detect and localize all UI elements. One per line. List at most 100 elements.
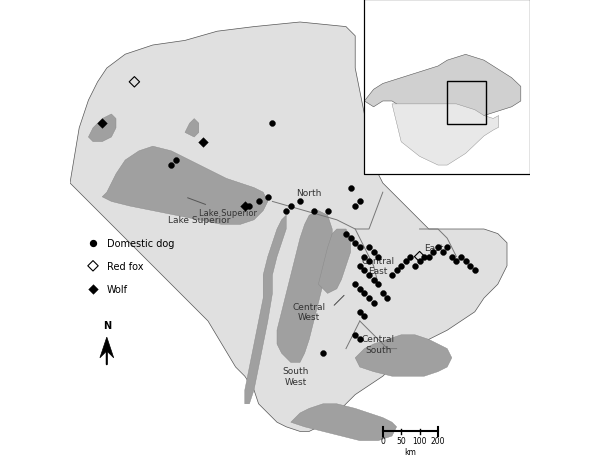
Text: 0: 0 bbox=[380, 436, 385, 445]
Point bbox=[387, 272, 397, 279]
Text: Domestic dog: Domestic dog bbox=[107, 238, 174, 248]
Point bbox=[415, 253, 424, 261]
Point bbox=[438, 249, 448, 256]
Point bbox=[350, 281, 360, 288]
Point bbox=[318, 350, 328, 357]
Point bbox=[166, 162, 176, 169]
Polygon shape bbox=[291, 404, 397, 441]
Text: Wolf: Wolf bbox=[107, 284, 128, 294]
Text: Central
East: Central East bbox=[362, 257, 395, 276]
Point bbox=[341, 230, 351, 238]
Point bbox=[97, 120, 107, 128]
Point bbox=[240, 203, 250, 210]
Point bbox=[397, 263, 406, 270]
Point bbox=[350, 203, 360, 210]
Point bbox=[350, 331, 360, 339]
Text: 50: 50 bbox=[397, 436, 406, 445]
Polygon shape bbox=[392, 105, 499, 166]
Point bbox=[456, 253, 466, 261]
Polygon shape bbox=[100, 337, 114, 358]
Point bbox=[130, 79, 139, 86]
Point bbox=[442, 244, 452, 252]
Bar bbox=[364, 0, 530, 174]
Text: Central
West: Central West bbox=[293, 302, 326, 322]
Point bbox=[88, 240, 98, 247]
Point bbox=[323, 207, 332, 215]
Point bbox=[268, 120, 277, 128]
Point bbox=[369, 249, 379, 256]
Polygon shape bbox=[364, 55, 521, 119]
Point bbox=[346, 185, 355, 192]
Point bbox=[359, 267, 369, 274]
Point bbox=[350, 240, 360, 247]
Polygon shape bbox=[102, 147, 268, 225]
Point bbox=[88, 263, 98, 270]
Point bbox=[452, 258, 461, 265]
Text: N: N bbox=[103, 320, 111, 330]
Point bbox=[364, 295, 374, 302]
Point bbox=[410, 263, 420, 270]
Point bbox=[245, 203, 254, 210]
Point bbox=[466, 263, 475, 270]
Point bbox=[424, 253, 434, 261]
Point bbox=[401, 258, 410, 265]
Point bbox=[263, 194, 272, 201]
Point bbox=[97, 120, 107, 128]
Point bbox=[470, 267, 479, 274]
Point bbox=[364, 258, 374, 265]
Text: Central
South: Central South bbox=[362, 335, 395, 354]
Point bbox=[355, 198, 365, 206]
Point bbox=[199, 139, 208, 146]
Bar bbox=[364, 0, 530, 174]
Point bbox=[254, 198, 263, 206]
Point bbox=[369, 276, 379, 284]
Polygon shape bbox=[88, 115, 116, 142]
Polygon shape bbox=[185, 119, 199, 138]
Point bbox=[383, 295, 392, 302]
Polygon shape bbox=[70, 23, 507, 431]
Point bbox=[428, 249, 438, 256]
Bar bbox=[447, 81, 486, 125]
Polygon shape bbox=[319, 230, 350, 294]
Point bbox=[355, 308, 365, 316]
Polygon shape bbox=[355, 335, 452, 376]
Point bbox=[364, 244, 374, 252]
Point bbox=[88, 285, 98, 293]
Point bbox=[364, 272, 374, 279]
Polygon shape bbox=[277, 211, 332, 363]
Point bbox=[286, 203, 296, 210]
Point bbox=[355, 263, 365, 270]
Point bbox=[392, 267, 401, 274]
Point bbox=[309, 207, 319, 215]
Point bbox=[419, 253, 429, 261]
Point bbox=[378, 290, 388, 297]
Text: East: East bbox=[424, 243, 443, 252]
Text: Red fox: Red fox bbox=[107, 261, 143, 271]
Point bbox=[295, 198, 305, 206]
Point bbox=[355, 244, 365, 252]
Text: North: North bbox=[296, 188, 322, 197]
Point bbox=[373, 253, 383, 261]
Point bbox=[406, 253, 415, 261]
Point bbox=[415, 258, 424, 265]
Point bbox=[447, 253, 457, 261]
Point bbox=[369, 299, 379, 307]
Point bbox=[359, 253, 369, 261]
Point bbox=[171, 157, 181, 164]
Point bbox=[355, 285, 365, 293]
Point bbox=[433, 244, 443, 252]
Text: 100: 100 bbox=[412, 436, 427, 445]
Point bbox=[281, 207, 291, 215]
Point bbox=[373, 281, 383, 288]
Text: km: km bbox=[404, 448, 416, 456]
Point bbox=[359, 313, 369, 320]
Point bbox=[346, 235, 355, 242]
Point bbox=[355, 336, 365, 343]
Text: 200: 200 bbox=[431, 436, 445, 445]
Text: Lake Superior: Lake Superior bbox=[188, 198, 257, 218]
Text: Lake Superior: Lake Superior bbox=[167, 216, 230, 225]
Point bbox=[359, 290, 369, 297]
Point bbox=[461, 258, 470, 265]
Text: South
West: South West bbox=[282, 367, 308, 386]
Polygon shape bbox=[245, 216, 286, 404]
